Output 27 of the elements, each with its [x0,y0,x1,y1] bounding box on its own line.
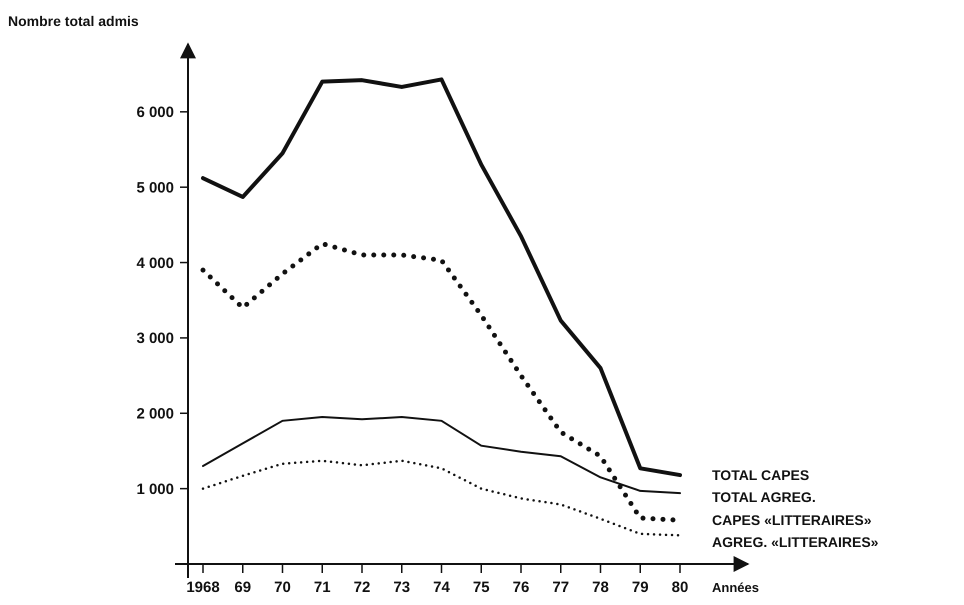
x-tick-label: 71 [314,579,331,596]
x-tick-label: 77 [552,579,570,596]
y-tick-label: 4 000 [136,254,174,272]
x-tick-label: 79 [632,579,649,596]
y-tick-label: 2 000 [136,406,174,423]
text: TOTAL CAPES [712,466,810,483]
x-tick-label: 75 [472,579,490,596]
x-tick-label: 80 [672,579,688,596]
text: CAPES «LITTERAIRES» [712,512,872,528]
text: AGREG. «LITTERAIRES» [712,534,879,550]
x-tick-label: 78 [592,579,609,596]
x-tick-label: 76 [512,579,530,596]
y-tick-label: 6 000 [136,104,174,122]
x-tick-label: 73 [393,579,410,596]
x-tick-label: 69 [234,579,252,596]
y-tick-label: 5 000 [136,179,174,196]
x-tick-label: 70 [274,579,291,596]
line-series [202,460,682,537]
x-tick-label: 72 [354,579,370,596]
y-tick-label: 3 000 [136,330,174,348]
x-tick-label: 74 [433,579,450,596]
x-tick-label: 1968 [186,579,220,596]
y-tick-label: 1 000 [136,480,174,498]
y-axis-title: Nombre total admis [8,13,139,29]
line-series [201,77,682,478]
text: TOTAL AGREG. [712,488,816,505]
x-axis-title: Années [712,580,759,595]
